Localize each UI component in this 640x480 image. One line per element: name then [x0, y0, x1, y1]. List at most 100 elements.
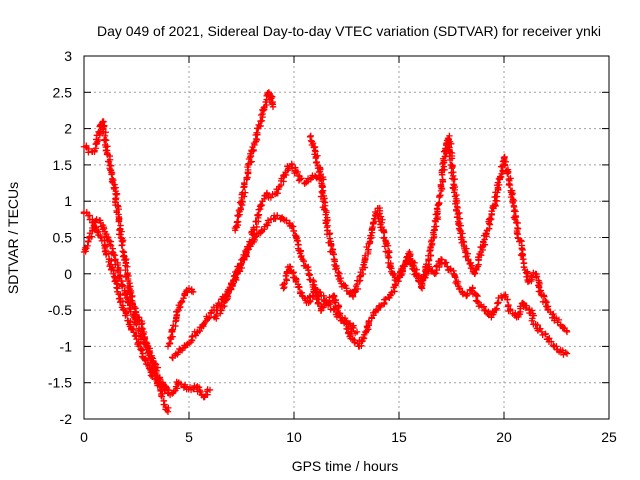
data-marker: [510, 202, 518, 209]
data-marker: [529, 315, 536, 322]
data-marker: [97, 234, 105, 242]
data-marker: [166, 340, 174, 347]
data-marker: [423, 269, 430, 276]
data-marker: [144, 342, 152, 350]
data-point: [538, 328, 545, 336]
data-series: [80, 89, 571, 415]
series-track-b: [80, 118, 172, 415]
data-marker: [391, 270, 398, 278]
data-marker: [530, 312, 537, 319]
data-marker: [494, 299, 501, 307]
data-marker: [192, 332, 200, 339]
y-tick-label: 2.5: [53, 84, 73, 100]
data-marker: [113, 284, 120, 291]
data-marker: [115, 218, 122, 225]
data-marker: [149, 370, 156, 378]
data-marker: [319, 304, 327, 311]
data-marker: [181, 381, 189, 388]
series-track-d: [164, 285, 197, 350]
data-marker: [212, 313, 219, 320]
data-marker: [317, 175, 324, 182]
data-marker: [338, 283, 346, 290]
data-marker: [176, 345, 183, 353]
data-marker: [306, 133, 314, 141]
data-marker: [100, 225, 108, 232]
data-marker: [257, 201, 264, 209]
data-marker: [395, 278, 402, 285]
series-track-i: [306, 132, 571, 336]
data-marker: [506, 305, 514, 313]
data-marker: [431, 223, 438, 230]
data-marker: [368, 225, 376, 232]
data-marker: [384, 242, 392, 249]
data-marker: [384, 252, 392, 260]
data-marker: [153, 375, 160, 383]
data-marker: [550, 342, 557, 349]
data-marker: [448, 169, 455, 176]
data-point: [133, 335, 140, 343]
data-marker: [322, 211, 329, 218]
data-marker: [218, 307, 225, 314]
data-marker: [511, 215, 519, 223]
data-marker: [534, 321, 541, 329]
data-marker: [350, 324, 357, 332]
y-tick-label: -1: [60, 338, 73, 354]
data-marker: [473, 292, 481, 299]
data-point: [206, 386, 214, 394]
data-marker: [250, 146, 257, 154]
data-marker: [468, 262, 475, 269]
data-point: [349, 292, 356, 299]
x-tick-label: 10: [286, 429, 302, 445]
data-marker: [234, 212, 242, 220]
data-marker: [248, 158, 255, 165]
data-marker: [312, 289, 319, 296]
data-marker: [370, 219, 377, 226]
data-marker: [454, 203, 461, 210]
data-marker: [119, 248, 126, 255]
data-marker: [403, 254, 410, 261]
data-marker: [432, 270, 440, 277]
data-marker: [506, 180, 513, 188]
data-marker: [442, 145, 449, 152]
data-point: [85, 237, 92, 245]
data-marker: [124, 263, 131, 270]
y-tick-label: -2: [60, 411, 73, 427]
data-marker: [118, 283, 126, 290]
data-point: [164, 408, 172, 415]
x-tick-label: 25: [601, 429, 617, 445]
data-marker: [127, 283, 134, 290]
data-marker: [506, 181, 514, 189]
data-marker: [242, 189, 249, 196]
data-marker: [513, 229, 521, 237]
y-tick-label: -0.5: [48, 302, 72, 318]
data-marker: [138, 347, 145, 354]
data-marker: [147, 372, 155, 379]
data-marker: [454, 280, 461, 288]
data-marker: [108, 257, 115, 264]
data-marker: [346, 320, 354, 327]
data-marker: [407, 257, 415, 265]
data-marker: [435, 199, 443, 207]
data-marker: [80, 209, 88, 217]
data-marker: [491, 201, 499, 209]
data-marker: [348, 328, 355, 335]
data-marker: [137, 340, 144, 348]
data-marker: [264, 217, 272, 224]
data-marker: [83, 209, 90, 216]
data-marker: [324, 216, 331, 224]
data-marker: [178, 298, 186, 306]
data-marker: [523, 302, 530, 309]
data-marker: [234, 218, 242, 225]
data-marker: [157, 392, 165, 400]
data-marker: [523, 273, 530, 281]
data-marker: [268, 100, 276, 107]
data-marker: [533, 273, 541, 280]
data-point: [563, 350, 571, 357]
data-marker: [298, 175, 305, 182]
data-marker: [467, 259, 474, 267]
y-axis-label: SDTVAR / TECUs: [5, 182, 21, 294]
data-marker: [268, 95, 275, 102]
data-marker: [441, 259, 448, 267]
data-marker: [295, 247, 303, 254]
